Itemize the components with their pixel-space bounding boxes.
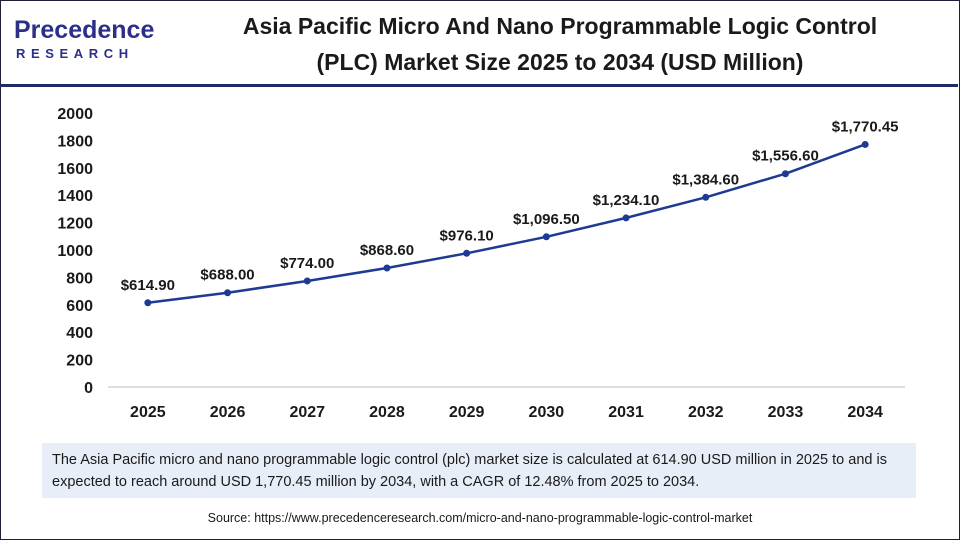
data-label: $976.10 bbox=[440, 227, 494, 244]
data-label: $688.00 bbox=[200, 267, 254, 284]
x-tick-label: 2033 bbox=[768, 404, 804, 421]
data-label: $1,096.50 bbox=[513, 211, 580, 228]
data-point bbox=[861, 140, 869, 148]
x-tick-label: 2026 bbox=[210, 404, 246, 421]
x-tick-label: 2032 bbox=[688, 404, 724, 421]
data-label: $1,770.45 bbox=[832, 118, 899, 135]
data-label: $774.00 bbox=[280, 255, 334, 272]
chart-title: Asia Pacific Micro And Nano Programmable… bbox=[190, 8, 930, 80]
data-point bbox=[224, 289, 232, 297]
y-tick-label: 600 bbox=[66, 298, 93, 315]
x-tick-label: 2030 bbox=[529, 404, 565, 421]
data-point bbox=[542, 233, 550, 241]
series-line bbox=[147, 143, 866, 305]
y-tick-label: 400 bbox=[66, 325, 93, 342]
data-point bbox=[303, 277, 311, 285]
data-point bbox=[144, 299, 152, 307]
x-tick-label: 2025 bbox=[130, 404, 166, 421]
x-tick-label: 2028 bbox=[369, 404, 405, 421]
source-note: Source: https://www.precedenceresearch.c… bbox=[0, 511, 960, 525]
data-label: $614.90 bbox=[121, 277, 175, 294]
data-label: $1,556.60 bbox=[752, 148, 819, 165]
x-tick-label: 2031 bbox=[608, 404, 644, 421]
data-label: $868.60 bbox=[360, 242, 414, 259]
chart-title-line-2: (PLC) Market Size 2025 to 2034 (USD Mill… bbox=[316, 49, 804, 75]
data-point bbox=[781, 170, 789, 178]
logo-subtitle: RESEARCH bbox=[16, 46, 134, 61]
data-label: $1,234.10 bbox=[593, 192, 660, 209]
data-point bbox=[463, 249, 471, 257]
source-text: Source: https://www.precedenceresearch.c… bbox=[207, 511, 753, 525]
y-tick-label: 1000 bbox=[57, 243, 93, 260]
y-tick-label: 800 bbox=[66, 270, 93, 287]
data-point bbox=[383, 264, 391, 272]
logo-name: Precedence bbox=[14, 16, 155, 44]
header-divider bbox=[0, 84, 958, 87]
precedence-logo: Precedence RESEARCH bbox=[14, 12, 174, 72]
summary-box: The Asia Pacific micro and nano programm… bbox=[42, 443, 916, 498]
y-tick-label: 1800 bbox=[57, 133, 93, 150]
y-tick-label: 0 bbox=[84, 380, 93, 397]
summary-text: The Asia Pacific micro and nano programm… bbox=[52, 452, 887, 490]
y-tick-label: 200 bbox=[66, 353, 93, 370]
data-label: $1,384.60 bbox=[672, 171, 739, 188]
y-tick-label: 2000 bbox=[57, 106, 93, 123]
y-tick-label: 1200 bbox=[57, 216, 93, 233]
y-tick-label: 1600 bbox=[57, 161, 93, 178]
x-tick-label: 2027 bbox=[289, 404, 325, 421]
data-point bbox=[622, 214, 630, 222]
line-chart: 0 200 400 600 800 1000 1200 1400 1600 1800 2000 202… bbox=[57, 106, 905, 421]
data-point bbox=[702, 193, 710, 201]
chart-title-line-1: Asia Pacific Micro And Nano Programmable… bbox=[242, 13, 878, 39]
x-tick-label: 2029 bbox=[449, 404, 485, 421]
x-tick-label: 2034 bbox=[847, 404, 883, 421]
y-tick-label: 1400 bbox=[57, 188, 93, 205]
